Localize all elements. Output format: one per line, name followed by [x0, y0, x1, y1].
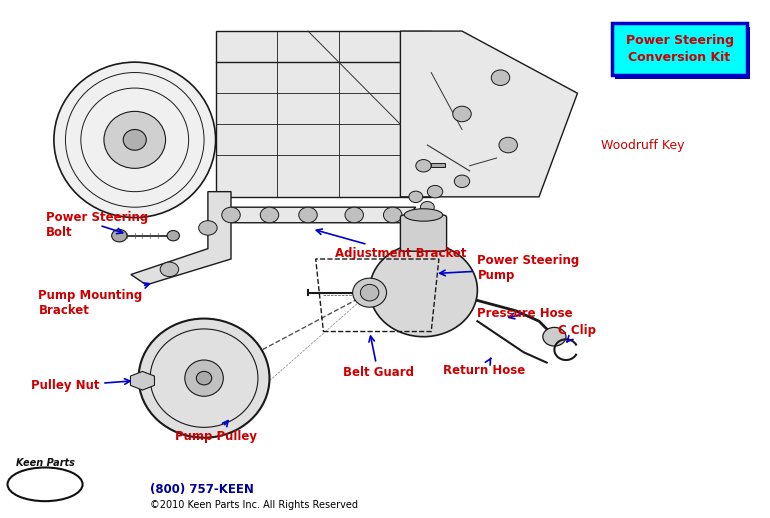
- Ellipse shape: [454, 175, 470, 188]
- Ellipse shape: [299, 207, 317, 223]
- Ellipse shape: [104, 111, 166, 168]
- Text: Pulley Nut: Pulley Nut: [31, 379, 130, 393]
- Ellipse shape: [260, 207, 279, 223]
- Text: Pump Mounting
Bracket: Pump Mounting Bracket: [38, 283, 149, 317]
- Polygon shape: [208, 207, 416, 223]
- Text: Return Hose: Return Hose: [443, 358, 525, 377]
- Ellipse shape: [345, 207, 363, 223]
- Text: Woodruff Key: Woodruff Key: [601, 138, 685, 152]
- Ellipse shape: [112, 229, 127, 242]
- Text: (800) 757-KEEN: (800) 757-KEEN: [150, 483, 254, 496]
- Ellipse shape: [383, 207, 402, 223]
- Ellipse shape: [353, 278, 387, 307]
- Ellipse shape: [196, 371, 212, 385]
- Text: C Clip: C Clip: [558, 324, 596, 342]
- Ellipse shape: [543, 327, 566, 346]
- FancyBboxPatch shape: [615, 27, 750, 79]
- Ellipse shape: [160, 262, 179, 277]
- Text: Power Steering
Conversion Kit: Power Steering Conversion Kit: [625, 34, 734, 64]
- Ellipse shape: [54, 62, 216, 218]
- FancyBboxPatch shape: [431, 163, 445, 167]
- Ellipse shape: [370, 243, 477, 337]
- Ellipse shape: [222, 207, 240, 223]
- Text: Pressure Hose: Pressure Hose: [477, 307, 573, 320]
- Polygon shape: [400, 31, 578, 197]
- Ellipse shape: [420, 202, 434, 213]
- Bar: [216, 31, 431, 197]
- Ellipse shape: [491, 70, 510, 85]
- Ellipse shape: [360, 284, 379, 301]
- Polygon shape: [131, 192, 231, 285]
- FancyBboxPatch shape: [612, 23, 747, 75]
- Ellipse shape: [199, 221, 217, 235]
- Ellipse shape: [167, 231, 179, 241]
- Text: Power Steering 
Pump: Power Steering Pump: [440, 254, 584, 282]
- Ellipse shape: [139, 319, 270, 438]
- FancyBboxPatch shape: [400, 215, 447, 251]
- Ellipse shape: [409, 191, 423, 203]
- Text: Power Steering 
Bolt: Power Steering Bolt: [46, 211, 152, 239]
- Ellipse shape: [499, 137, 517, 153]
- Ellipse shape: [404, 209, 443, 221]
- Ellipse shape: [123, 130, 146, 150]
- Text: ©2010 Keen Parts Inc. All Rights Reserved: ©2010 Keen Parts Inc. All Rights Reserve…: [150, 500, 358, 510]
- Ellipse shape: [416, 160, 431, 172]
- Ellipse shape: [185, 360, 223, 396]
- Ellipse shape: [427, 185, 443, 198]
- Text: Pump Pulley: Pump Pulley: [175, 421, 256, 443]
- Text: Belt Guard: Belt Guard: [343, 336, 413, 380]
- Ellipse shape: [453, 106, 471, 122]
- Text: Adjustment Bracket: Adjustment Bracket: [316, 229, 467, 261]
